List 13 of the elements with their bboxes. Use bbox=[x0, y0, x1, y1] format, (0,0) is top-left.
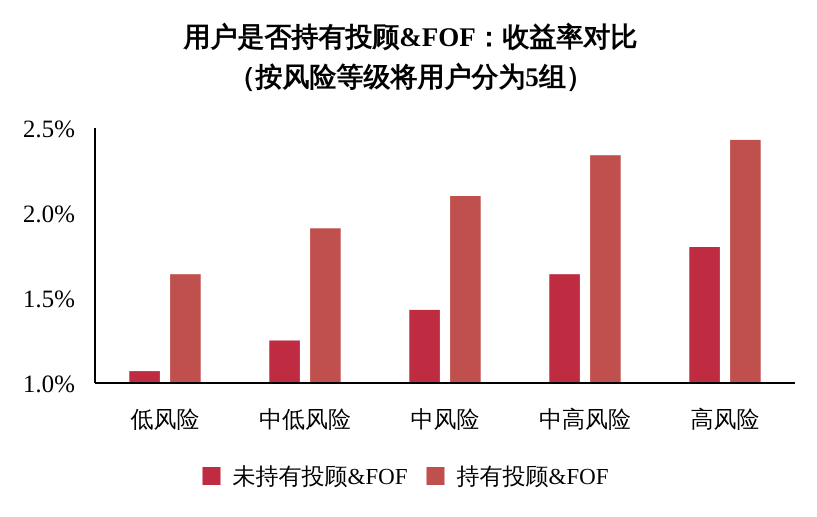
legend-label: 未持有投顾&FOF bbox=[232, 464, 408, 490]
y-tick-label: 1.5% bbox=[22, 286, 75, 313]
y-tick-label: 2.5% bbox=[22, 116, 75, 143]
chart-subtitle: （按风险等级将用户分为5组） bbox=[228, 62, 593, 92]
chart-title: 用户是否持有投顾&FOF：收益率对比 bbox=[182, 22, 638, 52]
x-tick-label: 中高风险 bbox=[539, 407, 631, 432]
y-tick-label: 2.0% bbox=[22, 200, 75, 228]
legend-label: 持有投顾&FOF bbox=[456, 464, 609, 490]
x-tick-label: 低风险 bbox=[130, 407, 200, 432]
y-tick-label: 1.0% bbox=[22, 370, 75, 398]
x-tick-label: 高风险 bbox=[690, 407, 760, 432]
x-tick-label: 中风险 bbox=[410, 407, 480, 432]
x-tick-label: 中低风险 bbox=[259, 407, 351, 432]
